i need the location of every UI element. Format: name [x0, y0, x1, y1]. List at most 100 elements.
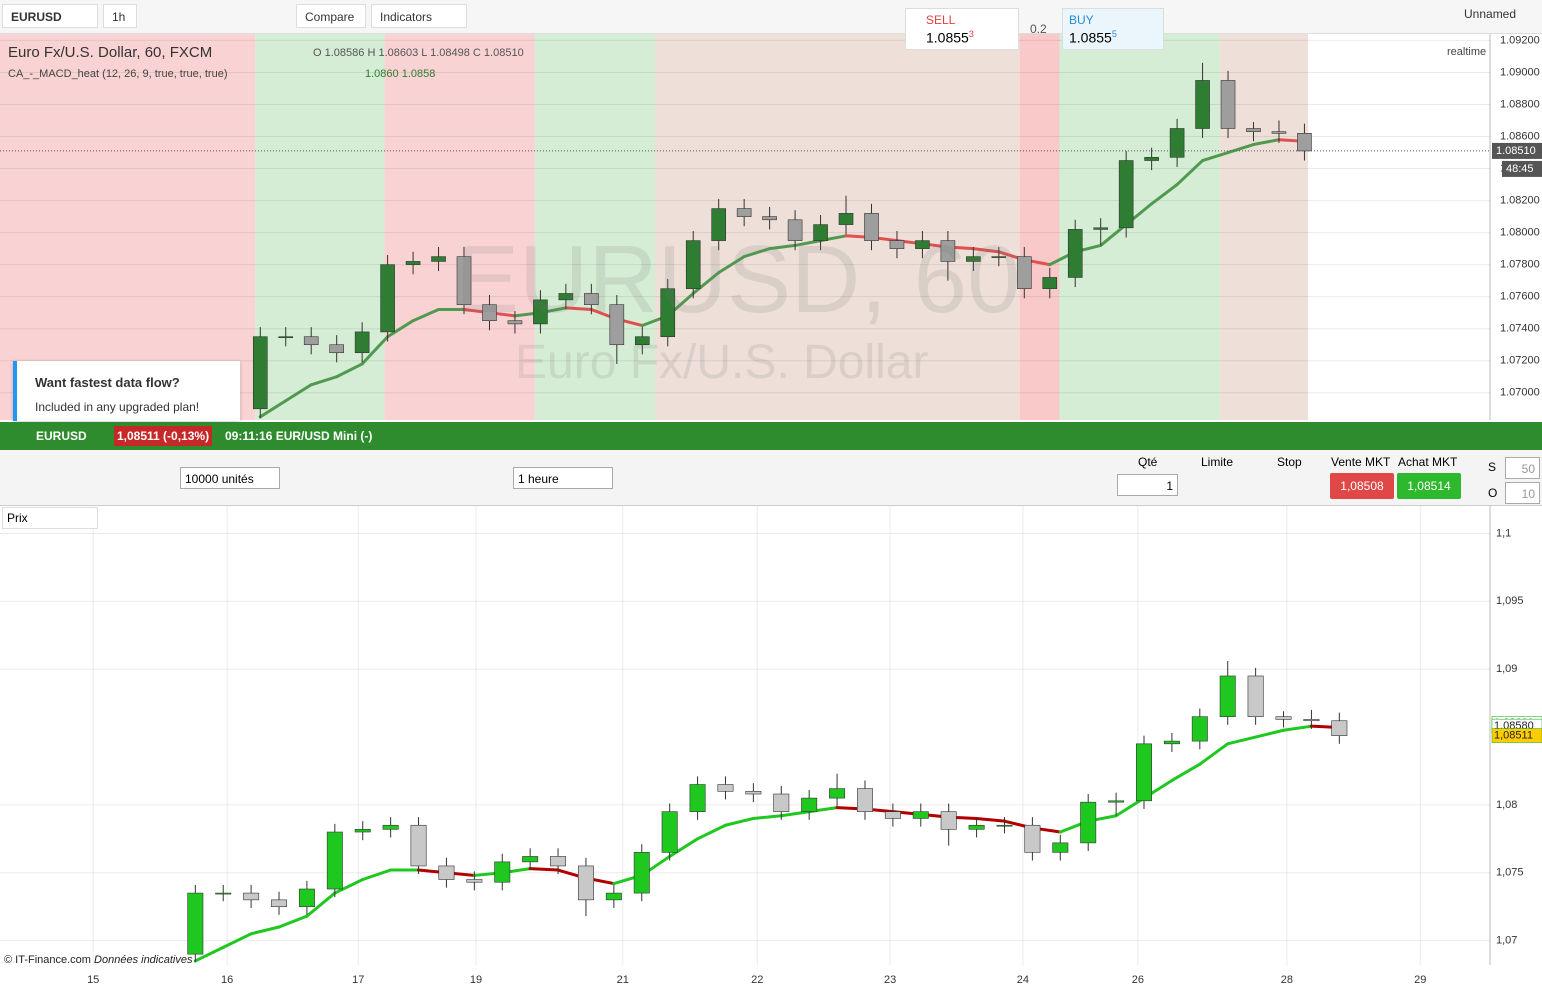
qty-input[interactable]: 1 [1117, 474, 1178, 496]
copyright: © IT-Finance.com [4, 954, 91, 966]
sell-label: SELL [926, 13, 956, 27]
candle-body [915, 240, 930, 249]
ema-line [793, 239, 823, 247]
ema-line [1175, 159, 1205, 187]
candle-body [303, 336, 319, 346]
candle-body [1163, 740, 1180, 745]
last-price-box [1492, 142, 1542, 159]
price-label-box [1491, 728, 1542, 743]
x-tick-label: 28 [1281, 974, 1293, 986]
heat-band [384, 34, 535, 420]
x-tick-label: 15 [87, 974, 99, 986]
price-change: 1,08511 (-0,13%) [114, 426, 213, 446]
candle-body [329, 344, 344, 354]
ema-line [717, 255, 746, 275]
promo-text: Included in any upgraded plan! [35, 400, 200, 414]
candle-body [1108, 800, 1125, 803]
candle-body [829, 788, 846, 799]
ema-line [284, 383, 313, 403]
x-tick-label: 26 [1132, 974, 1144, 986]
period-select[interactable]: 1 heure [513, 467, 613, 489]
candle-body [1191, 716, 1208, 742]
candle-body [482, 304, 497, 321]
s-input[interactable]: 50 [1505, 457, 1540, 479]
ema-line [751, 814, 783, 820]
y-tick-label: 1,075 [1496, 867, 1524, 879]
panel-info: 09:11:16 EUR/USD Mini (-) [225, 429, 373, 443]
o: O [313, 47, 322, 59]
indicator-name: CA_-_MACD_heat (12, 26, 9, true, true, t… [8, 68, 228, 80]
x-tick-label: 23 [884, 974, 896, 986]
symbol-input[interactable]: EURUSD [2, 4, 98, 28]
ema-line [779, 810, 811, 818]
x-tick-label: 21 [617, 974, 629, 986]
candle-body [1297, 133, 1312, 152]
candle-body [380, 264, 395, 333]
y-tick-label: 1.08000 [1500, 227, 1540, 239]
buy-box[interactable]: BUY 1.08555 [1062, 8, 1164, 50]
countdown-box [1502, 160, 1542, 177]
ohlc: O 1.08586 H 1.08603 L 1.08498 C 1.08510 [313, 47, 524, 59]
candle-body [1247, 675, 1264, 717]
ema-line [1201, 151, 1230, 163]
candle-body [1042, 277, 1058, 289]
y-tick-label: 1.08200 [1500, 194, 1540, 206]
candle-body [912, 811, 929, 819]
ema-line [1254, 728, 1286, 739]
candle-body [278, 336, 294, 339]
heat-band [534, 34, 656, 420]
last-price-label: 1.08510 [1496, 145, 1536, 157]
candle-body [1195, 80, 1210, 129]
promo[interactable]: Want fastest data flow? Included in any … [13, 361, 240, 421]
layout-name[interactable]: Unnamed [1464, 7, 1517, 21]
candle-body [609, 304, 625, 346]
disclaimer: Données indicatives [94, 954, 193, 966]
candle-body [736, 208, 752, 217]
candle-body [431, 256, 446, 262]
spread: 0.2 [1030, 22, 1047, 36]
ema-line [386, 319, 415, 339]
candle-body [1067, 229, 1083, 278]
ema-line [411, 307, 441, 323]
interval-button[interactable]: 1h [103, 4, 137, 28]
candle-body [577, 865, 594, 901]
candle-body [884, 811, 901, 819]
buy-price: 1.0855 [1069, 29, 1112, 46]
y-tick-label: 1.09000 [1500, 66, 1540, 78]
buy-mkt-button[interactable]: 1,08514 [1397, 473, 1461, 499]
sell-mkt-button[interactable]: 1,08508 [1330, 473, 1394, 499]
heat-band [0, 34, 256, 420]
candle-body [1220, 80, 1236, 129]
candle-body [494, 861, 511, 883]
y-tick-label: 1,095 [1496, 595, 1524, 607]
ema-line [277, 914, 309, 929]
candle-body [507, 320, 523, 325]
o-input[interactable]: 10 [1505, 482, 1540, 504]
x-tick-label: 16 [221, 974, 233, 986]
ema-line [1252, 138, 1281, 147]
candle-body [533, 299, 548, 325]
ema-line [528, 867, 560, 872]
watermark: EURUSD, 60 [455, 226, 1021, 333]
buy-sup: 5 [1111, 29, 1117, 39]
candle-body [996, 824, 1013, 827]
l: L [421, 47, 428, 59]
ema-line [249, 925, 281, 936]
ema-line [193, 945, 225, 963]
buy-label: BUY [1069, 13, 1094, 27]
candle-body [966, 256, 981, 262]
candle-body [1303, 719, 1320, 722]
panel-symbol: EURUSD [36, 429, 87, 443]
candle-body [1246, 128, 1261, 133]
compare-button[interactable]: Compare [296, 4, 366, 28]
ema-line [1198, 742, 1230, 766]
ema-line [360, 335, 390, 366]
sell-box[interactable]: SELL 1.08553 [905, 8, 1019, 50]
candle-body [1118, 160, 1134, 229]
candle-body [1080, 801, 1097, 844]
ema-line [696, 823, 727, 841]
candle-body [889, 240, 905, 249]
indicators-button[interactable]: Indicators [371, 4, 467, 28]
units-select[interactable]: 10000 unités [180, 467, 280, 489]
